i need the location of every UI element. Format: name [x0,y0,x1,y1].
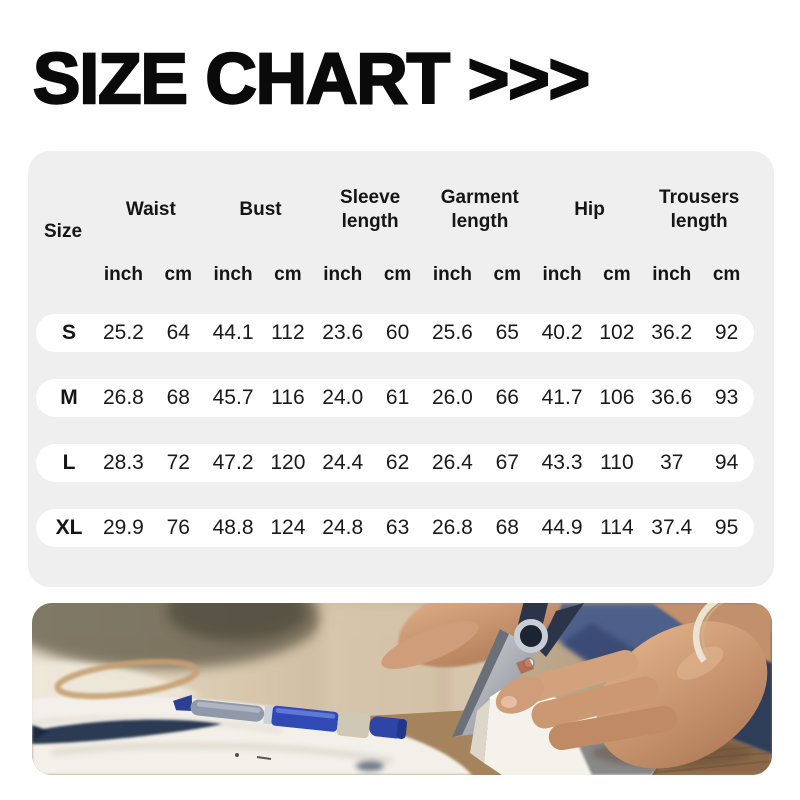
fabric-cutting-illustration [32,603,772,775]
cell: 24.4 [322,451,364,474]
cell: 120 [270,451,306,474]
unit-header: inch [103,264,143,285]
unit-header: inch [652,264,692,285]
column-header-bust: Bust [239,199,282,221]
cell: 60 [385,321,410,344]
cell: 36.2 [651,321,693,344]
unit-header: cm [383,264,412,285]
size-chart-panel: Size Waist Bust Sleeve length Garment le… [28,151,774,587]
unit-header: inch [432,264,472,285]
unit-header: cm [603,264,631,285]
fabric-cutting-photo [32,603,772,775]
unit-header: cm [493,264,521,285]
cell: 68 [495,516,519,539]
unit-header: inch [213,264,253,285]
cell: 66 [495,386,519,409]
size-cell: L [62,451,76,474]
cell: 114 [600,516,634,539]
cell: 64 [166,321,190,344]
cell: 37.4 [651,516,693,539]
cell: 65 [495,321,519,344]
cell: 24.0 [322,386,364,409]
column-header-garment-length: Garment length [440,187,519,232]
bangle [692,603,725,663]
cell: 110 [600,451,634,474]
cell: 40.2 [541,321,583,344]
cell: 63 [385,516,410,539]
cell: 93 [714,386,739,409]
cell: 26.0 [431,386,473,409]
navy-fabric-strip [32,719,222,744]
cell: 72 [166,451,190,474]
cell: 23.6 [322,321,364,344]
right-hand [495,603,772,769]
scissors [452,603,584,737]
cell: 26.8 [431,516,473,539]
cell: 26.4 [431,451,473,474]
table-row-size-m: M 26.8 68 45.7 116 24.0 61 26.0 66 41.7 … [36,379,754,417]
cell: 26.8 [102,386,144,409]
cell: 47.2 [212,451,254,474]
column-header-sleeve-length: Sleeve length [340,187,401,232]
column-header-trousers-length: Trousers length [659,187,740,232]
fabric-marker-pen [173,694,407,739]
size-cell: S [61,321,76,344]
table-row-size-s: S 25.2 64 44.1 112 23.6 60 25.6 65 40.2 … [36,314,754,352]
cell: 24.8 [322,516,364,539]
cell: 29.9 [102,516,144,539]
column-header-hip: Hip [574,199,605,221]
cell: 62 [385,451,410,474]
table-row-size-l: L 28.3 72 47.2 120 24.4 62 26.4 67 43.3 … [36,444,754,482]
cell: 41.7 [541,386,583,409]
cell: 48.8 [212,516,254,539]
unit-header: inch [542,264,582,285]
cell: 124 [270,516,306,539]
cell: 76 [166,516,190,539]
cell: 94 [714,451,739,474]
column-header-waist: Waist [125,199,176,221]
cell: 92 [714,321,739,344]
cell: 45.7 [212,386,254,409]
cell: 44.1 [212,321,254,344]
page-title: SIZE CHART >>> [32,40,592,119]
cell: 116 [271,386,305,409]
unit-header: cm [164,264,192,285]
size-cell: XL [55,516,83,539]
cell: 67 [495,451,519,474]
cell: 106 [599,386,635,409]
cell: 25.6 [431,321,473,344]
table-row-size-xl: XL 29.9 76 48.8 124 24.8 63 26.8 68 44.9… [36,509,754,547]
cell: 37 [660,451,684,474]
size-cell: M [60,386,78,409]
cell: 68 [166,386,190,409]
cell: 28.3 [102,451,144,474]
table-body: S 25.2 64 44.1 112 23.6 60 25.6 65 40.2 … [36,314,754,547]
unit-header: cm [274,264,302,285]
cord-loop [54,658,200,700]
cell: 112 [271,321,305,344]
cell: 43.3 [541,451,583,474]
cell: 61 [385,386,410,409]
cell: 95 [714,516,739,539]
cell: 25.2 [102,321,144,344]
unit-header: cm [712,264,741,285]
cell: 44.9 [541,516,583,539]
cell: 36.6 [651,386,693,409]
cell: 102 [599,321,635,344]
column-header-size: Size [44,221,83,242]
unit-header: inch [323,264,363,285]
table-header: Size Waist Bust Sleeve length Garment le… [36,167,754,297]
